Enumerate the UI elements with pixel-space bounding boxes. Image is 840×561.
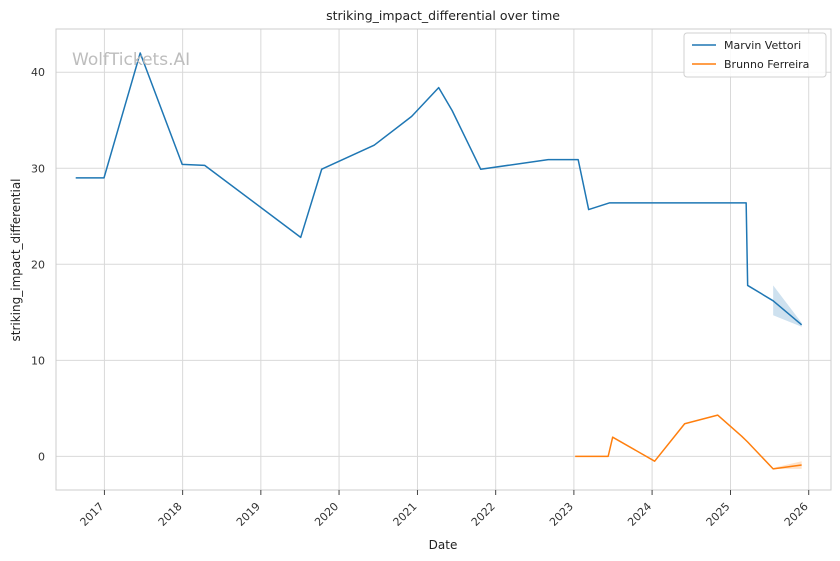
series-line-brunno-ferreira xyxy=(575,414,802,470)
confidence-bands xyxy=(773,285,802,469)
legend-label-brunno-ferreira: Brunno Ferreira xyxy=(724,58,809,71)
y-tick-label: 20 xyxy=(31,258,45,271)
confidence-band-brunno-ferreira xyxy=(773,461,802,469)
y-axis-title: striking_impact_differential xyxy=(9,178,23,341)
legend: Marvin Vettori Brunno Ferreira xyxy=(683,32,827,78)
grid xyxy=(56,29,831,490)
y-tick-label: 30 xyxy=(31,162,45,175)
y-tick-label: 40 xyxy=(31,66,45,79)
legend-label-marvin-vettori: Marvin Vettori xyxy=(724,39,801,52)
chart-title: striking_impact_differential over time xyxy=(326,8,560,23)
series-lines xyxy=(75,52,803,470)
watermark: WolfTickets.AI xyxy=(72,50,190,70)
confidence-band-marvin-vettori xyxy=(773,285,802,327)
plot-frame xyxy=(55,28,832,491)
y-tick-label: 10 xyxy=(31,354,45,367)
series-line-marvin-vettori xyxy=(75,52,803,326)
legend-box xyxy=(683,32,827,78)
y-tick-label: 0 xyxy=(38,450,45,463)
x-axis-title: Date xyxy=(429,538,458,552)
